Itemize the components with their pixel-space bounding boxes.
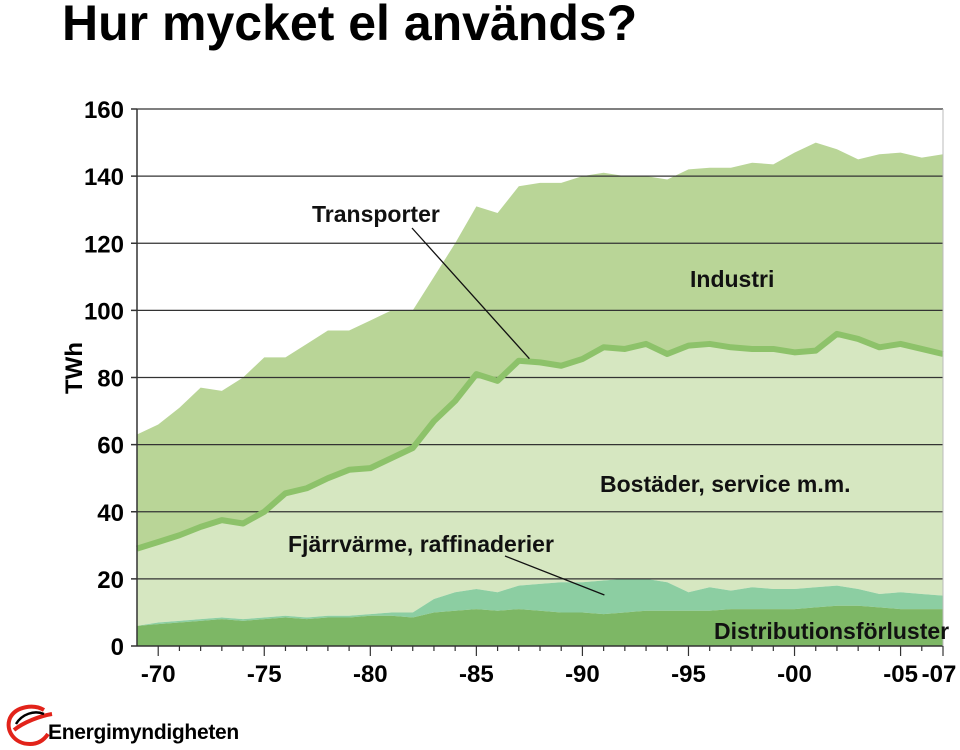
x-tick-label: -75 bbox=[247, 661, 282, 688]
x-tick-label: -00 bbox=[777, 661, 812, 688]
electricity-use-chart: 0 20 40 60 80 100 120 140 160 -70 -75 -80 -85 -90 -95… bbox=[61, 97, 956, 688]
area-layer bbox=[137, 142, 943, 646]
annotation-label: Distributionsförluster bbox=[714, 618, 949, 644]
y-tick-label: 0 bbox=[111, 634, 124, 661]
y-tick-label: 160 bbox=[84, 97, 124, 124]
x-tick-label: -80 bbox=[353, 661, 388, 688]
x-tick-labels: -70 -75 -80 -85 -90 -95 -00 -05 -07 bbox=[141, 661, 956, 688]
y-tick-label: 120 bbox=[84, 231, 124, 258]
line-layer bbox=[136, 330, 944, 552]
energimyndigheten-logo bbox=[6, 704, 53, 747]
y-tick-label: 20 bbox=[97, 567, 124, 594]
y-tick-label: 60 bbox=[97, 433, 124, 460]
leader-line-fjarrvarme bbox=[504, 555, 605, 596]
y-tick-label: 80 bbox=[97, 366, 124, 393]
x-tick-label: -70 bbox=[141, 661, 176, 688]
logo-text: Energimyndigheten bbox=[48, 721, 239, 744]
gridlines bbox=[137, 108, 943, 580]
y-tick-label: 100 bbox=[84, 298, 124, 325]
series-line-transporter bbox=[136, 330, 944, 552]
annotation-label: Bostäder, service m.m. bbox=[600, 471, 851, 497]
area-distributionsforluster bbox=[137, 605, 943, 646]
annotations: Transporter Industri Bostäder, service m.m… bbox=[288, 201, 949, 644]
axes bbox=[131, 108, 944, 656]
page-title: Hur mycket el används? bbox=[62, 0, 638, 51]
x-tick-label: -07 bbox=[922, 661, 957, 688]
leader-line-transporter bbox=[411, 227, 530, 360]
area-fjarrvarme-raffinaderier bbox=[137, 578, 943, 626]
x-tick-label: -05 bbox=[883, 661, 918, 688]
annotation-label: Transporter bbox=[312, 201, 440, 227]
y-tick-label: 40 bbox=[97, 500, 124, 527]
area-bostader-service bbox=[137, 333, 943, 626]
area-industri bbox=[137, 142, 943, 549]
y-axis-label: TWh bbox=[61, 342, 88, 394]
x-tick-label: -90 bbox=[565, 661, 600, 688]
x-tick-label: -95 bbox=[671, 661, 706, 688]
annotation-label: Fjärrvärme, raffinaderier bbox=[288, 531, 554, 557]
annotation-label: Industri bbox=[690, 266, 774, 292]
x-tick-label: -85 bbox=[459, 661, 494, 688]
y-tick-label: 140 bbox=[84, 164, 124, 191]
y-tick-labels: 0 20 40 60 80 100 120 140 160 bbox=[84, 97, 124, 661]
